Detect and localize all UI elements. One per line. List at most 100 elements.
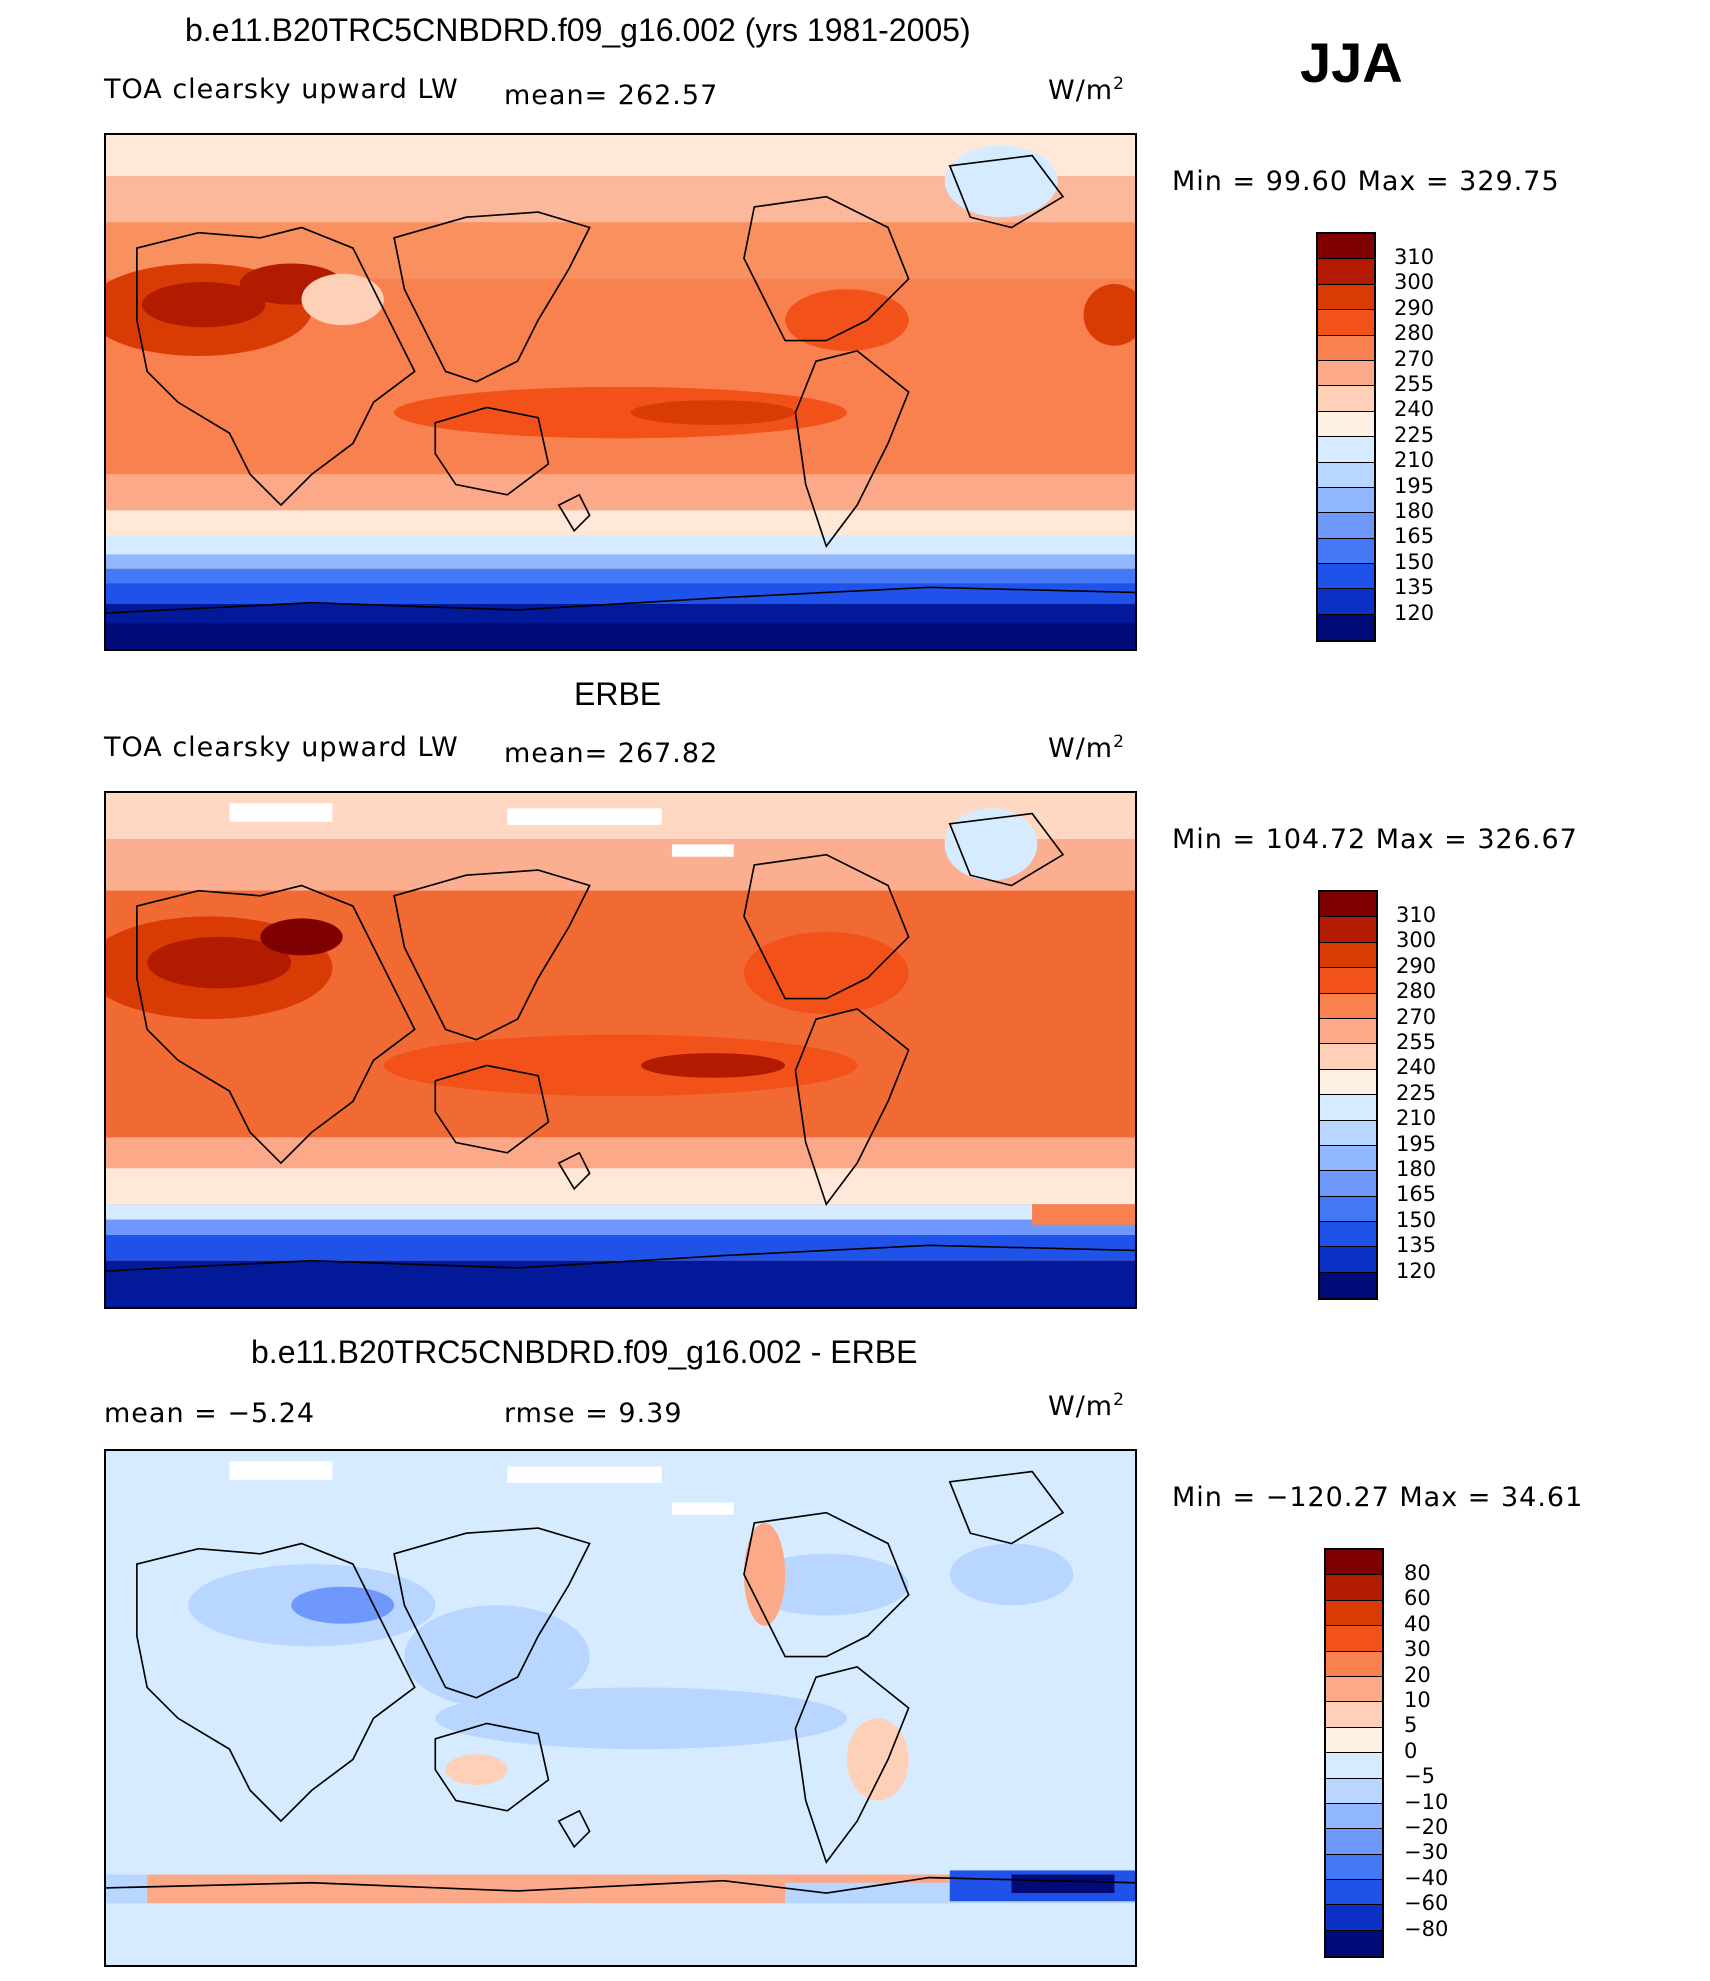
cb3-swatch — [1326, 1803, 1382, 1830]
cb3-swatch — [1326, 1727, 1382, 1754]
panel1-mean-label: mean= 262.57 — [504, 80, 719, 111]
cb1-label: 255 — [1394, 372, 1435, 397]
cb2-label: 195 — [1396, 1131, 1437, 1156]
cb3-label: −30 — [1404, 1840, 1449, 1865]
panel3-colorbar-labels: 80 60 40 30 20 10 5 0 −5 −10 −20 −30 −40… — [1404, 1561, 1448, 1942]
cb1-swatch — [1318, 360, 1374, 387]
cb2-swatch — [1320, 1222, 1376, 1248]
cb2-label: 135 — [1396, 1233, 1437, 1258]
cb1-label: 165 — [1394, 524, 1435, 549]
cb1-swatch — [1318, 462, 1374, 488]
panel1-map-graphic — [106, 135, 1135, 649]
cb3-label: 40 — [1404, 1611, 1431, 1636]
season-label: JJA — [1300, 31, 1403, 94]
panel3-minmax: Min = −120.27 Max = 34.61 — [1172, 1482, 1584, 1513]
cb1-label: 150 — [1394, 549, 1435, 574]
panel3-rmse-label: rmse = 9.39 — [504, 1398, 683, 1429]
cb3-swatch — [1326, 1880, 1382, 1906]
panel3-units: W/m2 — [1048, 1390, 1125, 1422]
cb1-label: 120 — [1394, 600, 1435, 625]
panel1-map — [104, 133, 1137, 651]
cb1-label: 240 — [1394, 397, 1435, 422]
panel2-minmax: Min = 104.72 Max = 326.67 — [1172, 824, 1578, 855]
panel3-title: b.e11.B20TRC5CNBDRD.f09_g16.002 - ERBE — [251, 1334, 918, 1370]
cb1-swatch — [1318, 284, 1374, 311]
cb1-label: 210 — [1394, 448, 1435, 473]
cb3-swatch — [1326, 1778, 1382, 1804]
cb1-swatch — [1318, 437, 1374, 463]
cb3-swatch — [1326, 1753, 1382, 1779]
cb2-swatch — [1320, 942, 1376, 969]
cb2-swatch — [1320, 1196, 1376, 1223]
cb3-label: 0 — [1404, 1738, 1418, 1763]
cb3-label: 30 — [1404, 1637, 1431, 1662]
panel2-colorbar — [1318, 890, 1378, 1301]
cb3-label: 5 — [1404, 1713, 1418, 1738]
cb2-swatch — [1320, 1120, 1376, 1146]
cb1-swatch — [1318, 234, 1374, 260]
cb2-swatch — [1320, 1069, 1376, 1096]
cb1-label: 180 — [1394, 499, 1435, 524]
cb3-label: 10 — [1404, 1688, 1431, 1713]
cb2-label: 280 — [1396, 979, 1437, 1004]
cb1-swatch — [1318, 310, 1374, 336]
cb3-swatch — [1326, 1930, 1382, 1957]
panel1-units: W/m2 — [1048, 74, 1125, 106]
cb2-swatch — [1320, 1044, 1376, 1070]
panel1-title: b.e11.B20TRC5CNBDRD.f09_g16.002 (yrs 198… — [185, 12, 971, 48]
cb3-label: −5 — [1404, 1764, 1435, 1789]
panel2-variable-label: TOA clearsky upward LW — [104, 732, 459, 763]
cb2-swatch — [1320, 1247, 1376, 1273]
cb1-label: 300 — [1394, 270, 1435, 295]
cb3-swatch — [1326, 1626, 1382, 1652]
cb2-swatch — [1320, 1018, 1376, 1045]
cb3-swatch — [1326, 1550, 1382, 1576]
cb1-label: 290 — [1394, 295, 1435, 320]
cb2-label: 120 — [1396, 1258, 1437, 1283]
cb2-label: 165 — [1396, 1182, 1437, 1207]
panel2-map — [104, 791, 1137, 1309]
panel1-colorbar-labels: 310 300 290 280 270 255 240 225 210 195 … — [1394, 245, 1434, 626]
cb2-swatch — [1320, 1095, 1376, 1121]
panel2-units: W/m2 — [1048, 732, 1125, 764]
cb3-label: −10 — [1404, 1789, 1449, 1814]
cb3-label: 60 — [1404, 1586, 1431, 1611]
cb2-label: 270 — [1396, 1004, 1437, 1029]
panel3-map — [104, 1449, 1137, 1967]
cb3-swatch — [1326, 1676, 1382, 1703]
cb1-swatch — [1318, 335, 1374, 361]
cb3-label: 20 — [1404, 1662, 1431, 1687]
cb1-swatch — [1318, 513, 1374, 539]
cb2-label: 150 — [1396, 1207, 1437, 1232]
cb3-swatch — [1326, 1600, 1382, 1627]
cb1-label: 280 — [1394, 321, 1435, 346]
cb2-label: 225 — [1396, 1080, 1437, 1105]
cb3-swatch — [1326, 1575, 1382, 1601]
cb3-label: −60 — [1404, 1891, 1449, 1916]
cb3-label: −80 — [1404, 1916, 1449, 1941]
cb1-label: 225 — [1394, 422, 1435, 447]
panel3-colorbar — [1324, 1548, 1384, 1959]
cb2-label: 255 — [1396, 1030, 1437, 1055]
cb1-swatch — [1318, 487, 1374, 514]
cb1-label: 135 — [1394, 575, 1435, 600]
cb3-swatch — [1326, 1905, 1382, 1931]
cb2-label: 210 — [1396, 1106, 1437, 1131]
cb2-label: 240 — [1396, 1055, 1437, 1080]
panel1-variable-label: TOA clearsky upward LW — [104, 74, 459, 105]
cb3-swatch — [1326, 1651, 1382, 1677]
cb2-label: 180 — [1396, 1157, 1437, 1182]
cb1-swatch — [1318, 589, 1374, 615]
cb3-label: −40 — [1404, 1865, 1449, 1890]
cb1-swatch — [1318, 259, 1374, 285]
cb1-swatch — [1318, 386, 1374, 412]
panel2-title: ERBE — [574, 676, 662, 712]
panel2-colorbar-labels: 310 300 290 280 270 255 240 225 210 195 … — [1396, 903, 1436, 1284]
cb1-swatch — [1318, 564, 1374, 590]
cb2-swatch — [1320, 917, 1376, 943]
cb1-swatch — [1318, 411, 1374, 438]
cb2-swatch — [1320, 1272, 1376, 1299]
panel1-minmax: Min = 99.60 Max = 329.75 — [1172, 166, 1560, 197]
panel1-colorbar — [1316, 232, 1376, 643]
cb2-label: 310 — [1396, 903, 1437, 927]
